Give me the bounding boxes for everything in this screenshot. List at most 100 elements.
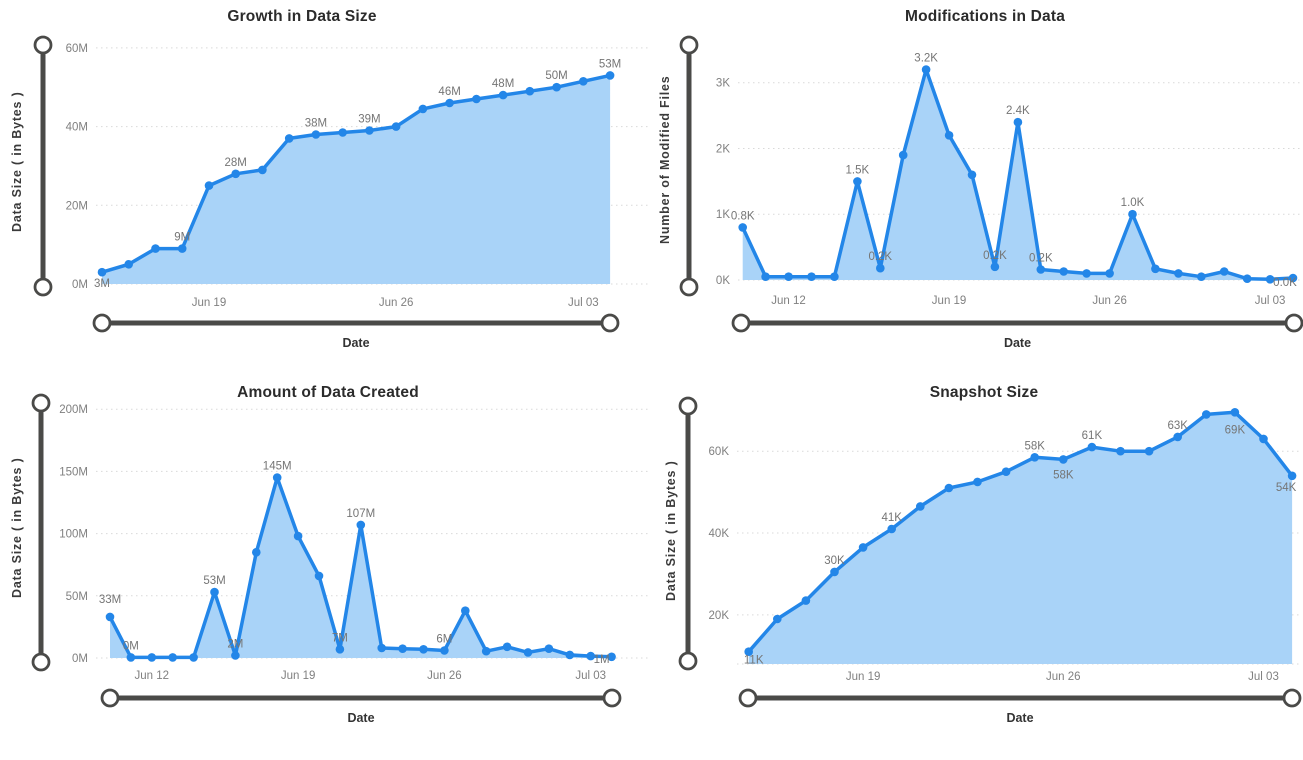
data-point-label: 1.0K [1121, 197, 1145, 209]
data-point [314, 571, 324, 581]
data-point [807, 272, 816, 282]
y-tick-label: 0M [72, 279, 88, 291]
x-slider-handle-left[interactable] [731, 313, 751, 333]
y-axis-ticks: 0M 50M 100M 150M 200M [59, 404, 88, 665]
y-slider-handle-bottom[interactable] [33, 277, 53, 297]
data-point-label: 0.0K [1273, 277, 1297, 289]
data-point-label: 0.2K [1029, 252, 1053, 264]
y-range-slider[interactable] [678, 396, 698, 671]
chart-panel-growth-in-data-size: 3M 9M 28M 38M 39M 46M 48M 50M 53M 0M 20M 40M 60M Jun … [0, 0, 651, 380]
data-point-label: 2.4K [1006, 105, 1030, 117]
data-point-label: 7M [332, 632, 348, 644]
data-point [1259, 434, 1268, 444]
data-point [898, 150, 908, 160]
plot-area [738, 65, 1298, 284]
y-tick-label: 40K [709, 528, 730, 540]
y-tick-label: 60K [709, 446, 730, 458]
data-point [887, 524, 896, 534]
data-point-label: 28M [225, 157, 247, 169]
series-line [100, 73, 612, 274]
data-point [472, 94, 481, 104]
data-point [1105, 269, 1114, 278]
x-axis-ticks: Jun 12 Jun 19 Jun 26 Jul 03 [771, 295, 1285, 307]
y-slider-handle-top[interactable] [33, 35, 53, 55]
x-range-slider[interactable] [100, 688, 622, 708]
x-tick-label: Jul 03 [568, 297, 599, 309]
data-point [124, 260, 133, 269]
data-point-label: 1.5K [846, 164, 870, 176]
x-tick-label: Jun 26 [1092, 295, 1127, 307]
y-slider-handle-bottom[interactable] [31, 652, 51, 672]
area-fill [102, 75, 611, 285]
y-slider-handle-top[interactable] [31, 393, 51, 413]
data-labels: 3M 9M 28M 38M 39M 46M 48M 50M 53M [94, 58, 621, 290]
data-point [944, 131, 954, 140]
data-point [1151, 264, 1160, 274]
x-axis-title: Date [347, 711, 375, 725]
y-slider-handle-bottom[interactable] [678, 651, 698, 671]
y-slider-handle-top[interactable] [679, 35, 699, 55]
x-range-slider[interactable] [731, 313, 1303, 333]
data-point [967, 170, 977, 180]
data-point [1087, 442, 1097, 452]
data-point [1030, 453, 1039, 462]
data-point [97, 267, 107, 277]
data-point [151, 244, 160, 253]
y-tick-label: 2K [716, 143, 730, 155]
data-point [744, 647, 753, 656]
x-slider-handle-left[interactable] [100, 688, 120, 708]
data-point-label: 6M [436, 634, 452, 646]
x-axis-title: Date [1003, 336, 1032, 350]
y-axis-title: Data Size ( in Bytes ) [664, 460, 678, 602]
x-slider-handle-right[interactable] [1282, 688, 1302, 708]
x-slider-handle-right[interactable] [600, 313, 620, 333]
y-slider-handle-bottom[interactable] [679, 277, 699, 297]
x-slider-handle-left[interactable] [92, 313, 112, 333]
y-slider-handle-top[interactable] [678, 396, 698, 416]
x-axis-ticks: Jun 12 Jun 19 Jun 26 Jul 03 [135, 670, 607, 682]
y-range-slider[interactable] [679, 35, 699, 297]
data-point [335, 645, 345, 654]
y-axis-ticks: 0M 20M 40M 60M [66, 43, 88, 291]
x-slider-handle-left[interactable] [738, 688, 758, 708]
x-range-slider[interactable] [738, 688, 1302, 708]
x-axis-ticks: Jun 19 Jun 26 Jul 03 [192, 297, 599, 309]
y-range-slider[interactable] [33, 35, 53, 297]
data-point [1287, 471, 1297, 481]
x-axis-ticks: Jun 19 Jun 26 Jul 03 [846, 671, 1279, 683]
data-point [1059, 267, 1068, 276]
chart-canvas: 0.8K 1.5K 0.2K 3.2K 0.2K 2.4K 0.2K 1.0K 0.0K 0K 1K… [679, 35, 1303, 333]
data-point [1144, 446, 1154, 456]
data-point [801, 596, 811, 605]
y-range-slider[interactable] [31, 393, 51, 672]
data-point [1174, 269, 1183, 278]
data-point [853, 177, 862, 186]
data-point [338, 128, 348, 137]
data-point-label: 48M [492, 78, 514, 90]
x-slider-handle-right[interactable] [1284, 313, 1303, 333]
data-point [204, 181, 214, 190]
data-point [293, 531, 303, 541]
data-point-label: 145M [263, 461, 292, 473]
chart-title: Modifications in Data [904, 8, 1066, 25]
data-point [773, 614, 782, 624]
area-fill [110, 477, 612, 658]
data-point [284, 134, 294, 143]
data-point [784, 272, 793, 282]
data-point-label: 46M [438, 86, 460, 98]
plot-area [97, 71, 615, 285]
data-point-label: 53M [599, 58, 621, 70]
series-line [746, 410, 1294, 654]
x-tick-label: Jun 26 [427, 670, 462, 682]
x-slider-handle-right[interactable] [602, 688, 622, 708]
data-point [1116, 446, 1125, 456]
x-range-slider[interactable] [92, 313, 620, 333]
data-point [1242, 274, 1252, 284]
y-tick-label: 150M [59, 466, 88, 478]
data-point [605, 71, 615, 80]
x-tick-label: Jun 19 [192, 297, 227, 309]
data-point [189, 653, 198, 662]
y-tick-label: 0K [716, 275, 730, 287]
data-point [1219, 267, 1229, 276]
